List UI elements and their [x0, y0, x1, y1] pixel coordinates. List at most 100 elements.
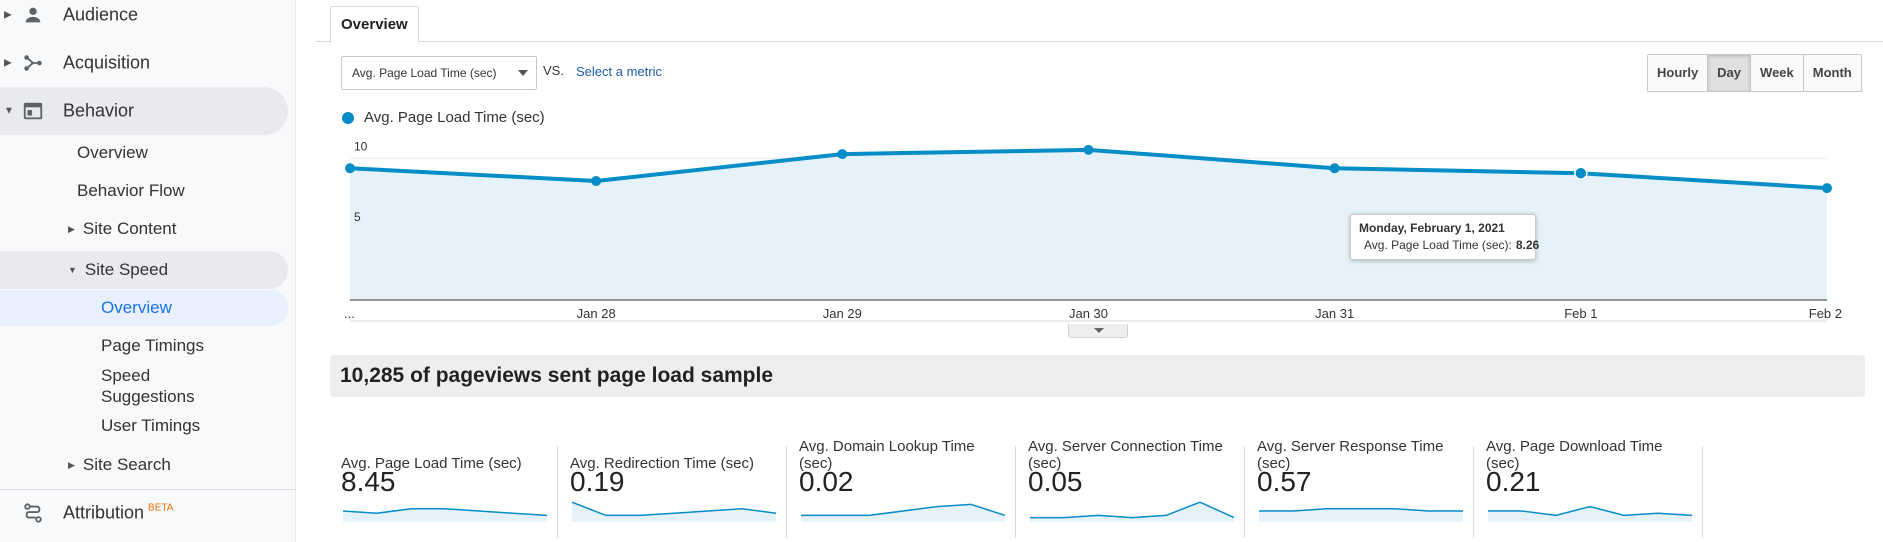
sparkline-line [1259, 508, 1463, 512]
sparkline-area [572, 502, 776, 522]
sparkline [1259, 508, 1463, 522]
data-point[interactable] [837, 149, 848, 160]
acquisition-icon [24, 55, 42, 71]
caret-right-icon: ▶ [68, 459, 75, 470]
caret-down-icon: ▼ [4, 105, 14, 117]
sidebar-item-label: Attribution BETA [63, 503, 173, 524]
tooltip-date: Monday, February 1, 2021 [1359, 221, 1505, 235]
sidebar-item-label: Site Speed [84, 260, 169, 279]
data-point[interactable] [1574, 166, 1588, 180]
sidebar-item-behavior-overview[interactable]: Overview [77, 143, 148, 163]
sidebar-item-site-search[interactable]: ▶ Site Search [68, 455, 171, 475]
data-point[interactable] [345, 163, 355, 174]
chevron-down-icon [1094, 328, 1104, 333]
sparkline [343, 508, 547, 522]
metric-label: Avg. Redirection Time (sec) [570, 455, 754, 472]
y-tick-label: 10 [354, 139, 368, 153]
sparkline [801, 503, 1005, 522]
sidebar-item-page-timings[interactable]: Page Timings [101, 336, 204, 356]
series-area [350, 149, 1827, 300]
sparkline-area [801, 504, 1005, 522]
data-point[interactable] [1083, 144, 1094, 155]
sparkline-area [1030, 502, 1234, 522]
sidebar-item-site-content[interactable]: ▶ Site Content [68, 219, 176, 239]
tooltip-row: Avg. Page Load Time (sec): 8.26 [1359, 238, 1539, 252]
chart-tooltip: Monday, February 1, 2021 Avg. Page Load … [1350, 214, 1539, 260]
metric-divider [1473, 446, 1474, 538]
caret-down-icon: ▼ [68, 265, 77, 275]
main-content: Overview Avg. Page Load Time (sec) VS. S… [316, 0, 1883, 542]
metric-divider [1015, 446, 1016, 538]
metric-label: Avg. Page Download Time (sec) [1486, 438, 1663, 472]
sidebar-item-user-timings[interactable]: User Timings [101, 416, 200, 436]
sidebar-item-label: Behavior [63, 100, 135, 121]
sparkline-line [1488, 505, 1692, 517]
week-button[interactable]: Week [1751, 55, 1804, 91]
sparkline-line [801, 503, 1005, 517]
sidebar-item-label: Site Search [82, 455, 171, 474]
line-chart[interactable]: 10 5... Jan 28 Jan 29 Jan 30 Jan 31 Feb 1 Feb 2 [316, 130, 1883, 330]
x-tick-label: Jan 29 [823, 306, 862, 321]
metric-select[interactable]: Avg. Page Load Time (sec) [341, 56, 537, 90]
select-metric-link[interactable]: Select a metric [576, 64, 662, 79]
metric-divider [557, 446, 558, 538]
x-tick-label: Feb 1 [1564, 306, 1597, 321]
metric-label: Avg. Server Connection Time (sec) [1028, 438, 1223, 472]
metric-value: 8.45 [341, 466, 396, 497]
metric-tile[interactable]: Avg. Redirection Time (sec) 0.19 [570, 426, 780, 536]
x-tick-label: ... [344, 306, 355, 321]
x-tick-label: Jan 30 [1069, 306, 1108, 321]
tab-overview[interactable]: Overview [330, 6, 419, 43]
sidebar-item-label: Speed [101, 366, 151, 385]
metric-tile[interactable]: Avg. Server Response Time (sec) 0.57 [1257, 426, 1467, 536]
metric-divider [1244, 446, 1245, 538]
data-point[interactable] [1329, 163, 1340, 174]
legend-dot-icon [342, 111, 354, 124]
sidebar-item-audience[interactable]: ▶ Audience [0, 0, 288, 39]
sidebar-item-site-speed[interactable]: ▼ Site Speed [0, 251, 288, 289]
month-button[interactable]: Month [1812, 65, 1852, 80]
metric-label: Avg. Page Load Time (sec) [341, 455, 522, 472]
sidebar-item-behavior[interactable]: ▼ Behavior [0, 87, 288, 135]
collapse-chart-handle[interactable] [1068, 324, 1128, 338]
metric-select-value: Avg. Page Load Time (sec) [352, 66, 497, 80]
sparkline-line [343, 508, 547, 517]
sidebar-item-behavior-flow[interactable]: Behavior Flow [77, 181, 185, 201]
sidebar-item-speed-suggestions[interactable]: Speed Suggestions [101, 365, 195, 407]
sidebar-item-label: Page Timings [101, 336, 204, 355]
sidebar-item-label: Acquisition [63, 52, 151, 73]
vs-label: VS. [543, 63, 564, 78]
metric-label: Avg. Domain Lookup Time (sec) [799, 438, 975, 472]
metric-divider [786, 446, 787, 538]
y-tick-label: 5 [354, 210, 361, 224]
sidebar-item-label: Overview [77, 143, 148, 162]
beta-badge: BETA [148, 502, 174, 514]
data-point[interactable] [591, 176, 602, 186]
sidebar-item-speed-overview[interactable]: Overview [0, 290, 288, 326]
metric-value: 0.57 [1257, 466, 1312, 497]
attribution-label: Attribution [63, 502, 145, 523]
sidebar-divider [0, 489, 296, 490]
sidebar-item-label: User Timings [101, 416, 201, 435]
sparkline-line [1030, 501, 1234, 519]
sparkline [1030, 501, 1234, 522]
sidebar-item-attribution[interactable]: Attribution BETA [0, 489, 288, 537]
sidebar: ▶ Audience ▶ Acquisition ▼ Behavior Over… [0, 0, 296, 542]
metric-value: 0.02 [799, 466, 854, 497]
sidebar-item-label: Overview [101, 298, 172, 317]
sparkline [572, 501, 776, 522]
data-point[interactable] [1822, 183, 1832, 194]
hourly-button[interactable]: Hourly [1648, 55, 1709, 91]
sidebar-item-label: Audience [63, 4, 139, 25]
sidebar-item-acquisition[interactable]: ▶ Acquisition [0, 39, 288, 87]
metric-tile[interactable]: Avg. Domain Lookup Time (sec) 0.02 [799, 426, 1009, 536]
day-button[interactable]: Day [1708, 55, 1752, 91]
metric-tile[interactable]: Avg. Page Download Time (sec) 0.21 [1486, 426, 1696, 536]
metric-tile[interactable]: Avg. Server Connection Time (sec) 0.05 [1028, 426, 1238, 536]
caret-right-icon: ▶ [68, 223, 75, 234]
sparkline-area [1488, 506, 1692, 522]
metric-tile[interactable]: Avg. Page Load Time (sec) 8.45 [341, 426, 551, 536]
chart-legend[interactable]: Avg. Page Load Time (sec) [342, 109, 545, 126]
metric-label: Avg. Server Response Time (sec) [1257, 438, 1444, 472]
sidebar-item-label: Suggestions [101, 387, 195, 406]
